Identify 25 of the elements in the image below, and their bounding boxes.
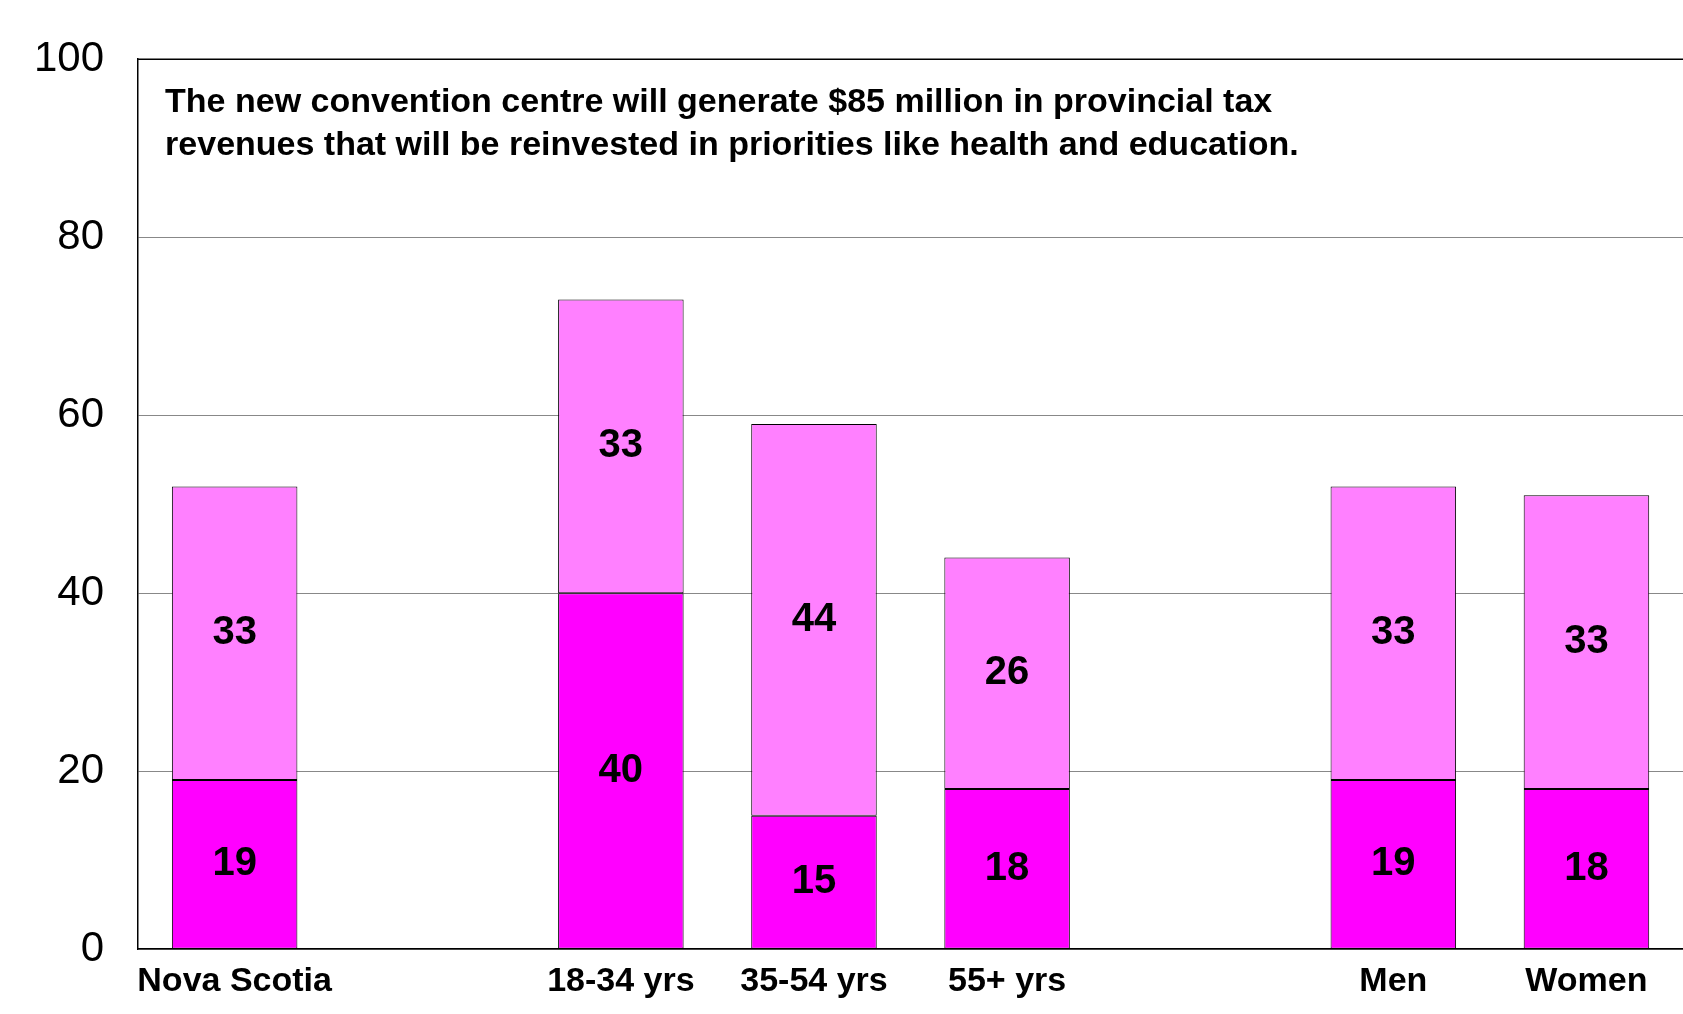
y-tick-label: 0 xyxy=(80,922,105,970)
x-tick-label: 35-54 yrs xyxy=(740,959,888,998)
data-label: 18 xyxy=(1564,843,1609,888)
data-label: 40 xyxy=(598,745,644,790)
x-tick-label: Nova Scotia xyxy=(137,959,334,998)
data-label: 44 xyxy=(791,594,837,639)
data-label: 33 xyxy=(598,421,644,466)
y-tick-label: 40 xyxy=(57,566,105,614)
data-label: 19 xyxy=(212,839,257,884)
y-tick-label: 100 xyxy=(34,32,105,80)
data-label: 33 xyxy=(212,608,257,653)
data-label: 18 xyxy=(984,843,1030,888)
y-tick-label: 60 xyxy=(57,388,105,436)
x-tick-label: Women xyxy=(1525,959,1648,998)
data-label: 33 xyxy=(1371,608,1416,653)
x-tick-label: 18-34 yrs xyxy=(547,959,695,998)
annotation: The new convention centre will generate $85 million in provincial tax revenues that will be reinvested in priorities like health and education. xyxy=(165,80,1299,162)
data-label: 19 xyxy=(1371,839,1416,884)
x-tick-label: Men xyxy=(1359,959,1428,998)
x-tick-label: 55+ yrs xyxy=(948,959,1067,998)
data-label: 15 xyxy=(791,857,837,902)
y-tick-label: 80 xyxy=(57,210,105,258)
y-tick-label: 20 xyxy=(57,744,105,792)
data-label: 33 xyxy=(1564,617,1609,662)
data-label: 26 xyxy=(984,648,1030,693)
